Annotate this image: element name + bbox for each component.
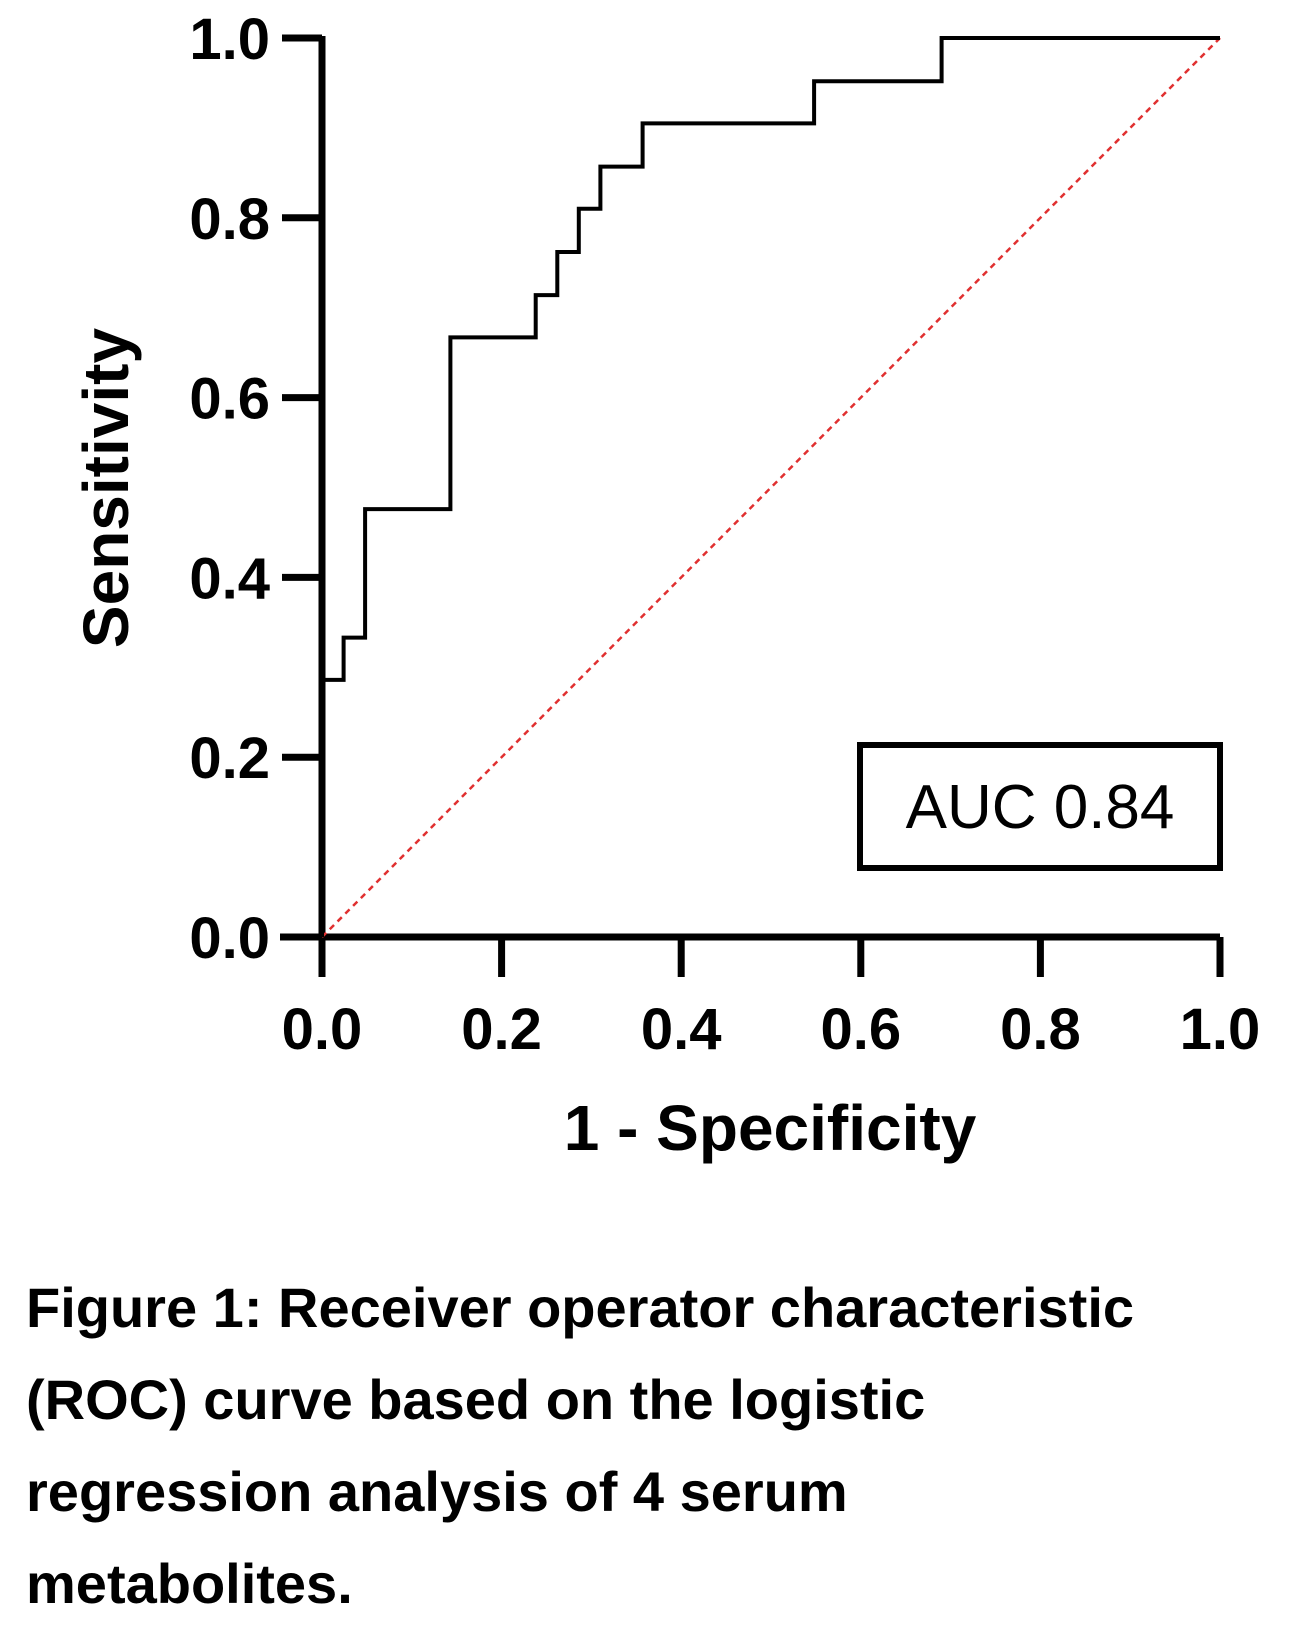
reference-diagonal-line (321, 37, 1221, 938)
caption-line: metabolites. (26, 1552, 353, 1615)
auc-annotation: AUC 0.84 (857, 742, 1223, 871)
auc-box (857, 742, 1223, 871)
y-tick-label: 0.8 (189, 187, 270, 252)
y-axis-title: Sensitivity (70, 328, 142, 649)
auc-label: AUC 0.84 (906, 773, 1175, 842)
x-tick-label: 0.4 (641, 997, 722, 1062)
y-tick-label: 1.0 (189, 7, 270, 72)
figure-caption: Figure 1: Receiver operator characterist… (26, 1262, 1292, 1630)
caption-line: regression analysis of 4 serum (26, 1460, 848, 1523)
x-tick-label: 0.6 (820, 997, 901, 1062)
y-tick-label: 0.0 (189, 906, 270, 971)
y-ticks: 0.0 0.2 0.4 0.6 0.8 1.0 (189, 7, 322, 971)
y-tick-label: 0.2 (189, 726, 270, 791)
roc-chart: 0.0 0.2 0.4 0.6 0.8 1.0 0.0 0.2 0.4 0.6 0.8 1.0 Se… (70, 7, 1261, 1164)
y-tick-label: 0.4 (189, 546, 270, 611)
x-tick-label: 0.8 (1000, 997, 1081, 1062)
y-tick-label: 0.6 (189, 367, 270, 432)
series-layer (320, 36, 1221, 938)
x-tick-label: 0.0 (282, 997, 363, 1062)
x-tick-label: 0.2 (461, 997, 542, 1062)
x-tick-label: 1.0 (1180, 997, 1261, 1062)
x-ticks: 0.0 0.2 0.4 0.6 0.8 1.0 (282, 937, 1261, 1062)
caption-line: Figure 1: Receiver operator characterist… (26, 1276, 1135, 1339)
roc-curve-line (320, 36, 1220, 937)
caption-line: (ROC) curve based on the logistic (26, 1368, 926, 1431)
x-axis-title: 1 - Specificity (564, 1092, 977, 1164)
